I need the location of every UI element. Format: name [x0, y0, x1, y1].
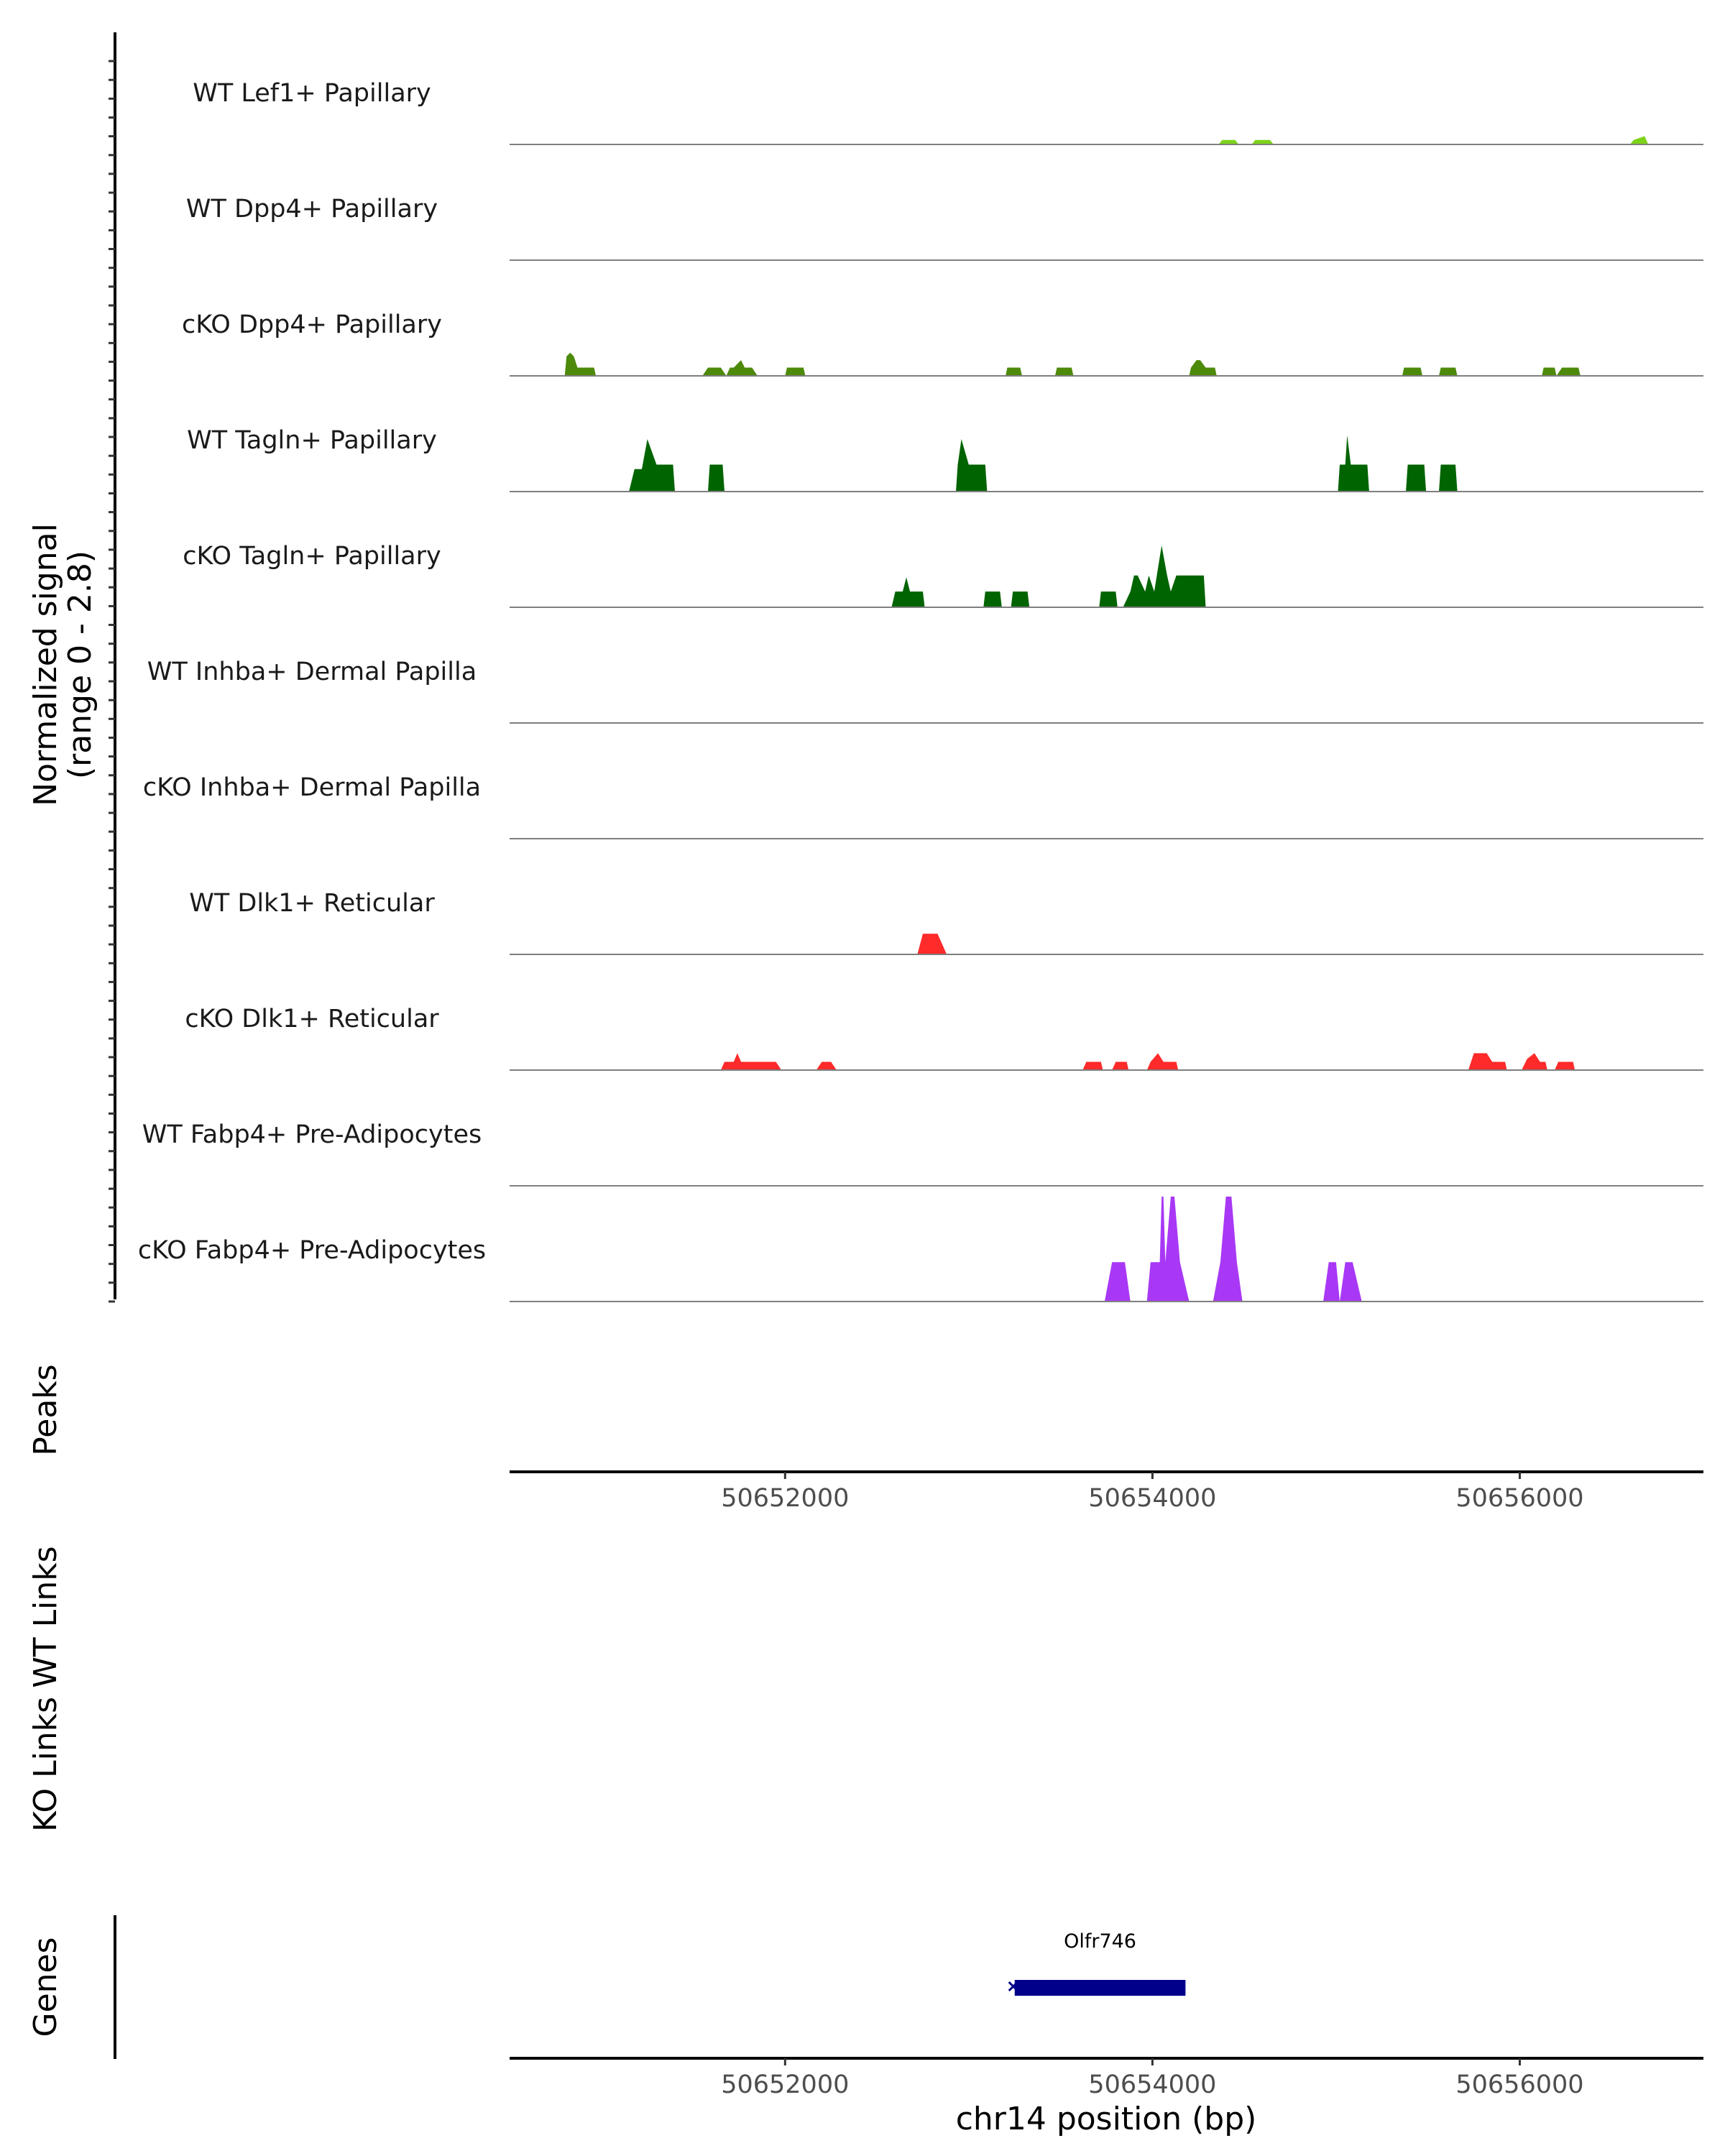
track-label: cKO Fabp4+ Pre-Adipocytes [138, 1236, 486, 1265]
wt-links-panel-label: WT Links [27, 1546, 64, 1687]
genes-x-axis-ticks: 50652000 50654000 50656000 [721, 2058, 1584, 2099]
gene-annotations: Olfr746 [1008, 1930, 1186, 1996]
track-label: WT Fabp4+ Pre-Adipocytes [142, 1120, 482, 1149]
x-tick-label: 50652000 [721, 1484, 849, 1513]
track-label: WT Dpp4+ Papillary [186, 195, 438, 224]
track-wt-dlk1-reticular: WT Dlk1+ Reticular [189, 889, 1703, 955]
track-label: cKO Dpp4+ Papillary [182, 310, 442, 339]
track-wt-inhba-dermal-papilla: WT Inhba+ Dermal Papilla [147, 658, 1703, 724]
y-axis-title: Normalized signal [27, 523, 64, 806]
track-cko-inhba-dermal-papilla: cKO Inhba+ Dermal Papilla [143, 773, 1703, 839]
track-wt-dpp4-papillary: WT Dpp4+ Papillary [186, 195, 1703, 261]
signal-area [629, 435, 1458, 492]
track-label: WT Tagln+ Papillary [187, 426, 437, 455]
track-cko-dpp4-papillary: cKO Dpp4+ Papillary [182, 310, 1703, 377]
track-wt-lef1-papillary: WT Lef1+ Papillary [193, 79, 1703, 145]
gene-label: Olfr746 [1064, 1930, 1136, 1953]
signal-area [564, 352, 1581, 376]
gene-body [1014, 1980, 1186, 1996]
signal-area [720, 1053, 1576, 1070]
x-tick-label: 50656000 [1455, 2070, 1583, 2099]
track-cko-dlk1-reticular: cKO Dlk1+ Reticular [185, 1005, 1703, 1071]
x-axis-title: chr14 position (bp) [956, 2101, 1257, 2137]
ko-links-panel-label: KO Links [27, 1697, 64, 1832]
track-label: WT Dlk1+ Reticular [189, 889, 435, 918]
track-label: cKO Tagln+ Papillary [183, 542, 441, 571]
region-x-axis-ticks: 50652000 50654000 50656000 [721, 1472, 1584, 1513]
track-label: cKO Inhba+ Dermal Papilla [143, 773, 481, 802]
gene-olfr746: Olfr746 [1008, 1930, 1186, 1996]
track-wt-tagln-papillary: WT Tagln+ Papillary [187, 426, 1703, 492]
signal-tracks: WT Lef1+ Papillary WT Dpp4+ Papillary cKO … [138, 79, 1703, 1302]
track-label: WT Inhba+ Dermal Papilla [147, 658, 477, 686]
x-tick-label: 50654000 [1088, 1484, 1216, 1513]
track-cko-tagln-papillary: cKO Tagln+ Papillary [183, 542, 1703, 608]
track-wt-fabp4-pre-adipocytes: WT Fabp4+ Pre-Adipocytes [142, 1120, 1703, 1187]
peaks-panel-label: Peaks [27, 1364, 64, 1455]
track-cko-fabp4-pre-adipocytes: cKO Fabp4+ Pre-Adipocytes [138, 1197, 1703, 1302]
x-tick-label: 50652000 [721, 2070, 849, 2099]
x-tick-label: 50656000 [1455, 1484, 1583, 1513]
signal-area [1218, 136, 1649, 144]
gene-strand-marker [1008, 1981, 1018, 1992]
signal-area [891, 545, 1206, 607]
signal-area [917, 934, 947, 954]
genes-panel-label: Genes [27, 1937, 64, 2037]
signal-y-axis-ticks [109, 60, 115, 1303]
x-tick-label: 50654000 [1088, 2070, 1216, 2099]
signal-area [1104, 1197, 1362, 1302]
track-label: cKO Dlk1+ Reticular [185, 1005, 439, 1033]
track-label: WT Lef1+ Papillary [193, 79, 431, 108]
y-axis-range-label: (range 0 - 2.8) [62, 550, 98, 779]
